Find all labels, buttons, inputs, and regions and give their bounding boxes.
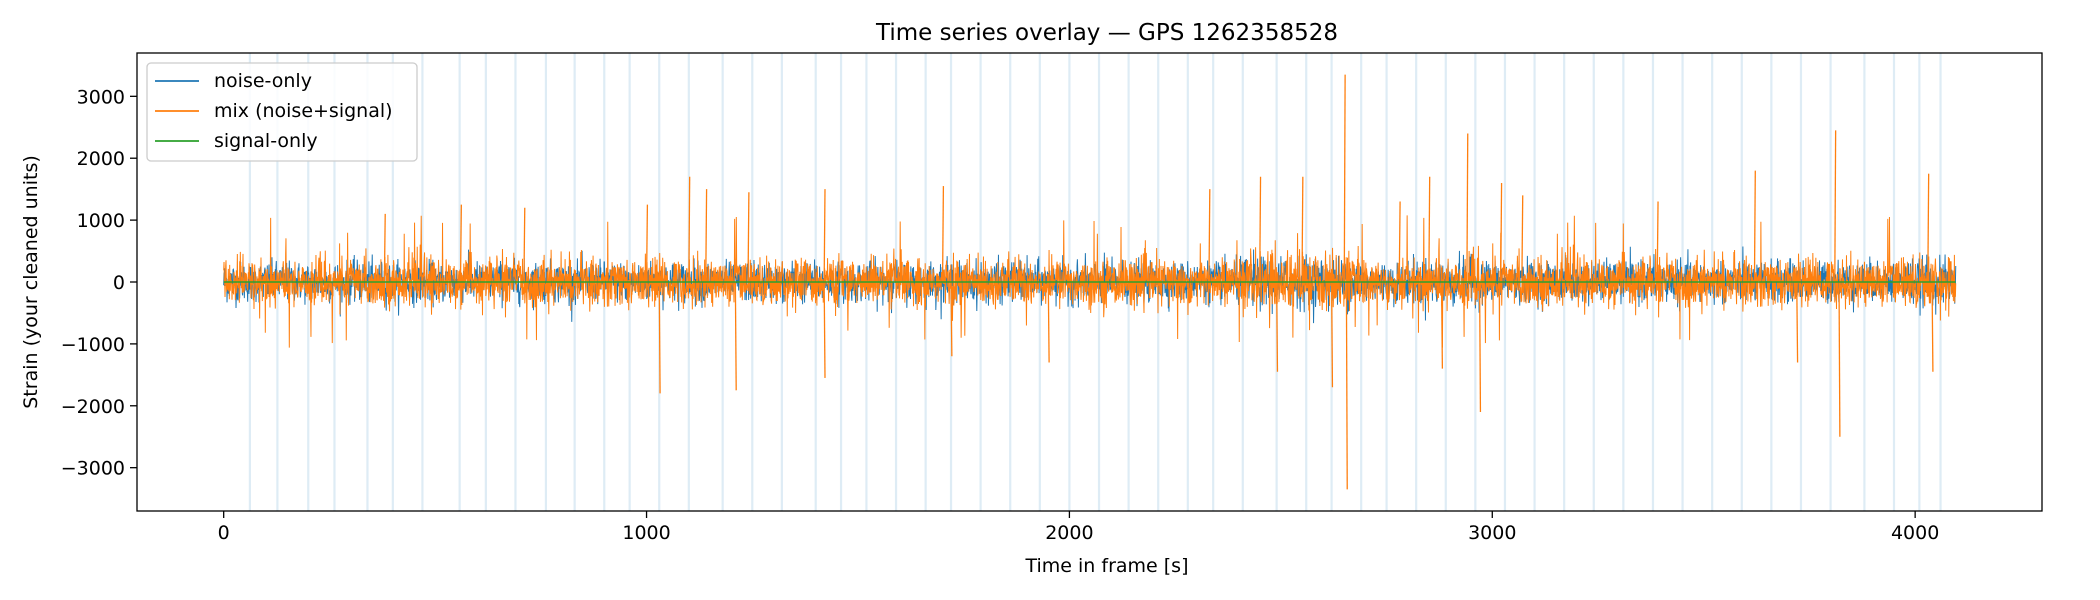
mix-peak-16: [1275, 281, 1279, 372]
mix-peak-9: [823, 281, 826, 378]
legend-label-signal-only: signal-only: [214, 130, 318, 152]
mix-peak-0: [383, 213, 386, 283]
mix-peak-15: [1259, 176, 1262, 283]
mix-peak-24: [1466, 133, 1469, 283]
x-tick-label-1: 1000: [622, 522, 670, 544]
mix-peak-7: [734, 281, 737, 391]
y-tick-label-4: 1000: [77, 210, 125, 232]
y-tick-label-5: 2000: [77, 148, 125, 170]
chart-title: Time series overlay — GPS 1262358528: [875, 20, 1338, 46]
mix-peak-14: [1208, 189, 1211, 283]
mix-peak-23: [1440, 281, 1444, 369]
mix-peak-22: [1428, 176, 1431, 283]
mix-peak-32: [1838, 281, 1841, 437]
y-axis-label: Strain (your cleaned units): [20, 155, 42, 409]
x-tick-label-4: 4000: [1891, 522, 1939, 544]
mix-peak-4: [658, 281, 661, 394]
mix-peak-13: [1047, 281, 1050, 363]
mix-peak-11: [941, 186, 945, 283]
mix-peak-20: [1345, 281, 1348, 490]
y-tick-label-3: 0: [113, 272, 125, 294]
mix-peak-19: [1343, 74, 1346, 283]
legend-box: [146, 62, 418, 162]
legend-label-noise-only: noise-only: [214, 70, 312, 92]
y-axis: −3000 −2000 −1000 0 1000 2000 3000: [61, 86, 137, 480]
mix-peak-6: [705, 189, 708, 283]
mix-peak-21: [1398, 201, 1401, 283]
legend-label-mix: mix (noise+signal): [214, 100, 393, 122]
y-tick-label-2: −1000: [61, 334, 125, 356]
y-tick-label-1: −2000: [61, 396, 125, 418]
legend: noise-only mix (noise+signal) signal-onl…: [146, 62, 418, 162]
mix-peak-26: [1500, 182, 1503, 283]
mix-peak-34: [1931, 281, 1934, 372]
mix-peak-30: [1796, 281, 1799, 363]
mix-peak-18: [1330, 281, 1334, 388]
mix-peak-29: [1753, 170, 1756, 283]
mix-peak-27: [1521, 195, 1524, 283]
x-tick-label-3: 3000: [1468, 522, 1516, 544]
x-axis: 0 1000 2000 3000 4000: [218, 511, 1939, 544]
mix-peak-1: [459, 204, 462, 283]
mix-peak-10: [823, 189, 826, 283]
mix-peak-5: [688, 176, 691, 283]
x-tick-label-2: 2000: [1045, 522, 1093, 544]
y-tick-label-6: 3000: [77, 86, 125, 108]
mix-peak-3: [645, 204, 649, 283]
y-tick-label-0: −3000: [61, 458, 125, 480]
series-layer: [223, 74, 1957, 490]
mix-peak-12: [950, 281, 953, 357]
mix-peak-2: [523, 207, 526, 283]
mix-peak-28: [1656, 201, 1659, 283]
mix-peak-8: [747, 192, 750, 283]
x-tick-label-0: 0: [218, 522, 230, 544]
mix-peak-25: [1478, 281, 1482, 412]
x-axis-label: Time in frame [s]: [1024, 555, 1188, 577]
mix-peak-31: [1834, 130, 1837, 283]
mix-peak-33: [1927, 173, 1930, 283]
mix-peak-17: [1301, 176, 1304, 283]
